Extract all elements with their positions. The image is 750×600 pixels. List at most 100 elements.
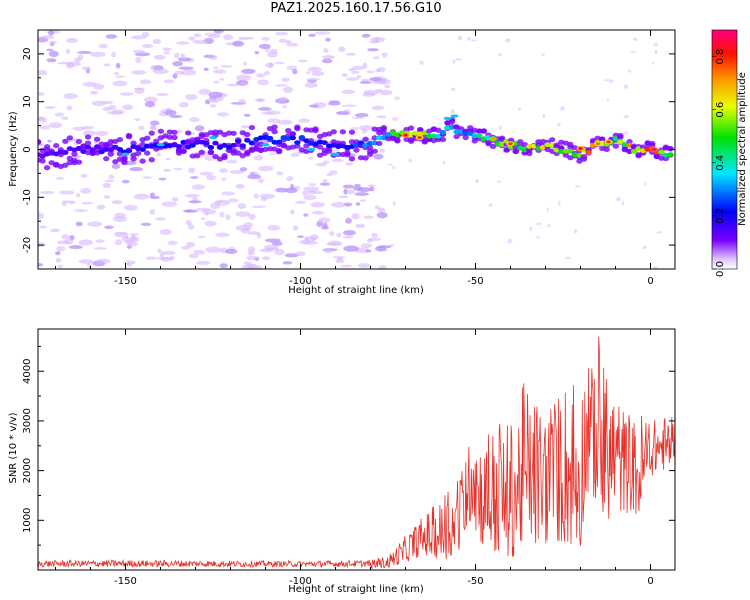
- ridge-cell: [303, 143, 310, 149]
- y-tick-label: 0: [22, 146, 33, 152]
- noise-blob: [303, 213, 309, 217]
- noise-blob: [358, 125, 375, 131]
- noise-blob: [318, 217, 331, 224]
- noise-blob: [219, 211, 225, 218]
- noise-blob: [78, 259, 94, 264]
- ridge-cell: [348, 139, 356, 145]
- noise-blob: [40, 35, 54, 40]
- noise-blob: [235, 74, 252, 81]
- ridge-island: [261, 143, 270, 147]
- noise-blob: [80, 173, 88, 178]
- ridge-core: [617, 139, 624, 145]
- noise-blob: [275, 31, 289, 36]
- ridge-cell: [39, 158, 46, 164]
- noise-blob: [254, 98, 266, 102]
- noise-blob: [299, 239, 311, 244]
- noise-blob: [644, 181, 647, 186]
- noise-blob: [82, 66, 92, 71]
- noise-blob: [269, 152, 278, 156]
- noise-blob: [314, 31, 331, 35]
- ridge-cell: [93, 136, 101, 142]
- colorbar: 0.0 0.2 0.4 0.6 0.8 Normalized spectral ampl…: [711, 29, 748, 277]
- noise-blob: [216, 112, 229, 117]
- ridge-cell: [376, 140, 383, 146]
- noise-blob: [369, 77, 382, 82]
- noise-blob: [292, 225, 299, 231]
- noise-blob: [78, 239, 94, 246]
- noise-blob: [55, 258, 62, 263]
- noise-blob: [115, 75, 125, 78]
- noise-blob: [239, 167, 248, 172]
- noise-blob: [247, 266, 255, 269]
- noise-blob: [384, 84, 391, 89]
- noise-blob: [271, 241, 283, 246]
- noise-blob: [191, 184, 206, 190]
- ridge-hotspot: [595, 142, 601, 146]
- noise-blob: [162, 47, 172, 52]
- noise-blob: [140, 222, 152, 226]
- noise-blob: [55, 176, 65, 180]
- noise-blob: [623, 114, 629, 119]
- ridge-cell: [344, 152, 351, 158]
- noise-blob: [104, 179, 115, 183]
- noise-blob: [219, 78, 225, 81]
- noise-blob: [173, 167, 183, 171]
- noise-blob: [363, 89, 380, 96]
- noise-blob: [267, 118, 281, 124]
- noise-blob: [228, 198, 239, 203]
- noise-blob: [203, 67, 209, 72]
- noise-blob: [298, 118, 311, 123]
- noise-blob: [248, 213, 256, 220]
- ridge-cell: [144, 135, 151, 141]
- noise-blob: [215, 200, 224, 204]
- noise-blob: [267, 51, 278, 58]
- noise-blob: [342, 73, 348, 78]
- noise-blob: [77, 50, 92, 55]
- noise-blob: [150, 65, 156, 71]
- ridge-cell: [121, 156, 128, 162]
- ridge-core: [426, 133, 433, 139]
- noise-blob: [505, 38, 511, 43]
- noise-blob: [61, 116, 69, 120]
- ridge-cell: [580, 156, 588, 162]
- spectrogram-y-axis: -20 -10 0 10 20: [22, 29, 675, 270]
- noise-blob: [616, 197, 621, 202]
- noise-blob: [264, 62, 275, 68]
- spectrogram-x-axis: -150 -100 -50 0: [55, 30, 654, 287]
- noise-blob: [111, 163, 121, 169]
- ridge-cell: [294, 143, 301, 149]
- noise-blob: [225, 214, 231, 221]
- noise-blob: [251, 205, 266, 209]
- noise-blob: [311, 71, 325, 77]
- noise-blob: [282, 261, 293, 265]
- ridge-cell: [130, 156, 137, 162]
- noise-blob: [331, 158, 344, 163]
- noise-blob: [73, 209, 89, 212]
- noise-blob: [498, 52, 502, 57]
- noise-blob: [296, 235, 304, 238]
- noise-blob: [372, 56, 380, 60]
- noise-blob: [374, 245, 387, 252]
- noise-blob: [267, 224, 280, 231]
- noise-blob: [221, 191, 235, 196]
- colorbar-tick-label: 0.2: [715, 208, 726, 224]
- noise-blob: [361, 33, 371, 38]
- noise-blob: [342, 184, 355, 189]
- ridge-cell: [194, 153, 201, 159]
- noise-blob: [238, 98, 246, 106]
- noise-blob: [258, 107, 272, 111]
- noise-blob: [195, 207, 211, 212]
- ridge-cell: [248, 124, 256, 131]
- ridge-cell: [53, 142, 60, 149]
- noise-blob: [155, 217, 167, 221]
- noise-blob: [290, 183, 295, 190]
- noise-blob: [213, 30, 224, 34]
- noise-blob: [48, 30, 55, 36]
- noise-blob: [361, 128, 368, 134]
- noise-blob: [219, 263, 228, 269]
- noise-blob: [243, 261, 252, 265]
- noise-blob: [360, 243, 373, 249]
- noise-blob: [343, 245, 359, 252]
- ridge-cell: [467, 125, 474, 131]
